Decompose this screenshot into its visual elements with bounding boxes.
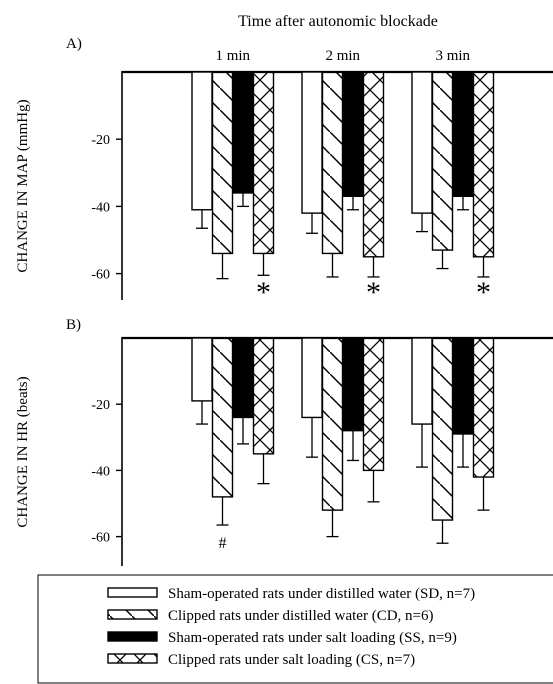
bar-cd: [431, 337, 454, 521]
y-tick-label: -60: [91, 531, 110, 546]
panel-hr: B) CHANGE IN HR (beats) -20 -40 -60 #: [15, 317, 553, 566]
significance-hash: #: [219, 535, 227, 552]
bar-cs: [362, 337, 385, 472]
bar-sd: [301, 71, 323, 214]
legend-label-cs: Clipped rats under salt loading (CS, n=7…: [168, 652, 415, 668]
bar-ss: [232, 337, 254, 419]
bar-ss: [342, 337, 364, 432]
bar-cd: [321, 337, 344, 511]
panel-map: A) CHANGE IN MAP (mmHg) -20 -40 -60 1 min 2 mi…: [15, 36, 553, 309]
legend-frame: [37, 574, 553, 684]
legend-label-cd: Clipped rats under distilled water (CD, …: [168, 608, 434, 624]
bar-sd: [411, 337, 433, 425]
significance-asterisk: *: [256, 276, 271, 309]
bar-ss: [232, 71, 254, 194]
legend-swatch-cs: [107, 653, 158, 664]
panel-label: B): [66, 317, 81, 333]
y-axis-title: CHANGE IN HR (beats): [15, 376, 31, 527]
y-tick-label: -60: [91, 268, 110, 283]
bar-cs: [252, 337, 275, 455]
category-label: 2 min: [325, 48, 360, 64]
significance-asterisk: *: [366, 276, 381, 309]
bar-cd: [211, 337, 234, 498]
bar-cs: [252, 71, 275, 255]
bar-cd: [431, 71, 454, 251]
y-tick-label: -40: [91, 464, 110, 479]
legend: Sham-operated rats under distilled water…: [37, 574, 553, 684]
legend-label-ss: Sham-operated rats under salt loading (S…: [168, 630, 457, 646]
bar-cd: [211, 71, 234, 255]
bar-ss: [452, 71, 474, 198]
significance-asterisk: *: [476, 276, 491, 309]
bar-cs: [362, 71, 385, 258]
panel-label: A): [66, 36, 82, 52]
bar-sd: [411, 71, 433, 214]
y-axis-title: CHANGE IN MAP (mmHg): [15, 99, 31, 272]
legend-swatch-sd: [107, 587, 158, 598]
y-tick-label: -20: [91, 133, 110, 148]
category-label: 1 min: [215, 48, 250, 64]
bar-cd: [321, 71, 344, 255]
legend-swatch-ss: [107, 631, 158, 642]
y-tick-label: -20: [91, 398, 110, 413]
bar-ss: [342, 71, 364, 198]
bar-sd: [191, 71, 213, 211]
legend-swatch-cd: [107, 609, 158, 620]
bar-sd: [301, 337, 323, 419]
figure-header: Time after autonomic blockade: [238, 13, 438, 30]
bar-ss: [452, 337, 474, 435]
category-label: 3 min: [435, 48, 470, 64]
bar-cs: [472, 337, 495, 478]
bar-sd: [191, 337, 213, 402]
bar-cs: [472, 71, 495, 258]
legend-label-sd: Sham-operated rats under distilled water…: [168, 586, 475, 602]
y-tick-label: -40: [91, 200, 110, 215]
